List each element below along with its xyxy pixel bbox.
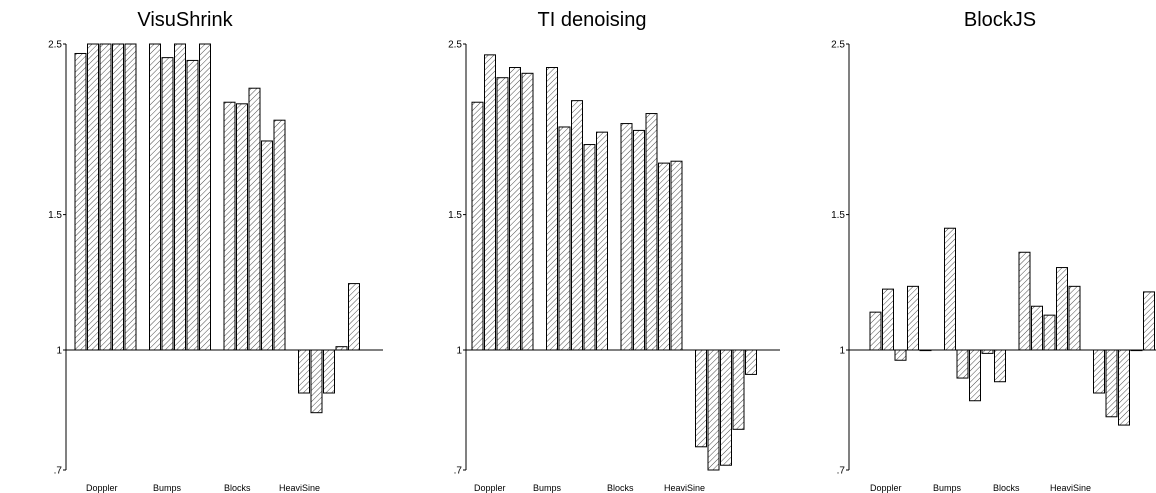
bar bbox=[658, 162, 670, 351]
category-label: Doppler bbox=[474, 483, 506, 493]
bar bbox=[87, 43, 99, 351]
bar bbox=[695, 349, 707, 448]
bar bbox=[112, 43, 124, 351]
bar bbox=[981, 349, 994, 354]
y-tick-label: 1.5 bbox=[448, 210, 462, 221]
y-tick-label: 1.5 bbox=[48, 210, 62, 221]
bar bbox=[484, 54, 496, 351]
bar bbox=[261, 140, 273, 351]
y-tick-label: 2.5 bbox=[448, 40, 462, 51]
y-tick-label: .7 bbox=[454, 466, 463, 477]
category-label: Bumps bbox=[933, 483, 962, 493]
bar bbox=[720, 349, 732, 466]
category-label: HeaviSine bbox=[279, 483, 320, 493]
bar bbox=[670, 160, 683, 351]
bar bbox=[894, 349, 907, 361]
bar bbox=[74, 52, 87, 351]
y-tick-label: 2.5 bbox=[48, 40, 62, 51]
bar bbox=[509, 67, 521, 351]
bar bbox=[310, 349, 323, 414]
bar bbox=[907, 285, 919, 351]
category-label: Blocks bbox=[224, 483, 251, 493]
y-tick-label: 1.5 bbox=[831, 210, 845, 221]
bar bbox=[1018, 251, 1031, 351]
bar bbox=[596, 131, 608, 351]
y-tick-label: .7 bbox=[837, 466, 846, 477]
bar bbox=[994, 349, 1006, 383]
bar bbox=[546, 67, 558, 351]
bar bbox=[1056, 267, 1068, 351]
bar bbox=[199, 43, 211, 351]
bar bbox=[124, 43, 137, 351]
bar bbox=[620, 123, 633, 351]
chart-title: VisuShrink bbox=[137, 9, 233, 31]
bar bbox=[496, 77, 509, 351]
bar bbox=[633, 129, 645, 351]
bar bbox=[745, 349, 757, 375]
bar bbox=[174, 43, 186, 351]
y-tick-label: 1 bbox=[456, 346, 462, 357]
chart-title: BlockJS bbox=[964, 9, 1036, 31]
bar bbox=[1031, 305, 1043, 351]
bar bbox=[273, 119, 286, 351]
y-tick-label: 1 bbox=[56, 346, 62, 357]
y-tick-label: .7 bbox=[54, 466, 63, 477]
category-label: Blocks bbox=[607, 483, 634, 493]
bar bbox=[969, 349, 981, 402]
bar bbox=[571, 100, 583, 351]
bar bbox=[1105, 349, 1118, 418]
bar bbox=[161, 57, 174, 351]
category-label: Blocks bbox=[993, 483, 1020, 493]
category-label: Doppler bbox=[86, 483, 118, 493]
bar bbox=[186, 59, 199, 351]
bar bbox=[956, 349, 969, 379]
bar bbox=[1118, 349, 1130, 426]
bar bbox=[1043, 314, 1056, 351]
category-label: HeaviSine bbox=[664, 483, 705, 493]
y-tick-label: 1 bbox=[839, 346, 845, 357]
bar bbox=[248, 87, 261, 351]
bar bbox=[99, 43, 112, 351]
bar bbox=[1068, 285, 1081, 351]
category-label: HeaviSine bbox=[1050, 483, 1091, 493]
chart-title: TI denoising bbox=[538, 9, 647, 31]
bar bbox=[558, 126, 571, 351]
bar bbox=[1093, 349, 1105, 394]
bar bbox=[882, 288, 894, 351]
category-label: Doppler bbox=[870, 483, 902, 493]
bar bbox=[149, 43, 161, 351]
bar bbox=[869, 311, 882, 351]
bar bbox=[323, 349, 335, 394]
y-tick-label: 2.5 bbox=[831, 40, 845, 51]
bar bbox=[645, 113, 658, 351]
category-label: Bumps bbox=[153, 483, 182, 493]
bar bbox=[348, 283, 360, 351]
bar bbox=[236, 103, 248, 351]
bar bbox=[732, 349, 745, 430]
bar bbox=[1143, 291, 1155, 351]
bar bbox=[521, 72, 534, 351]
bar bbox=[471, 101, 484, 351]
bar bbox=[583, 144, 596, 351]
bar bbox=[298, 349, 310, 394]
bar bbox=[944, 227, 956, 351]
category-label: Bumps bbox=[533, 483, 562, 493]
bar bbox=[707, 349, 720, 471]
bar bbox=[223, 101, 236, 351]
